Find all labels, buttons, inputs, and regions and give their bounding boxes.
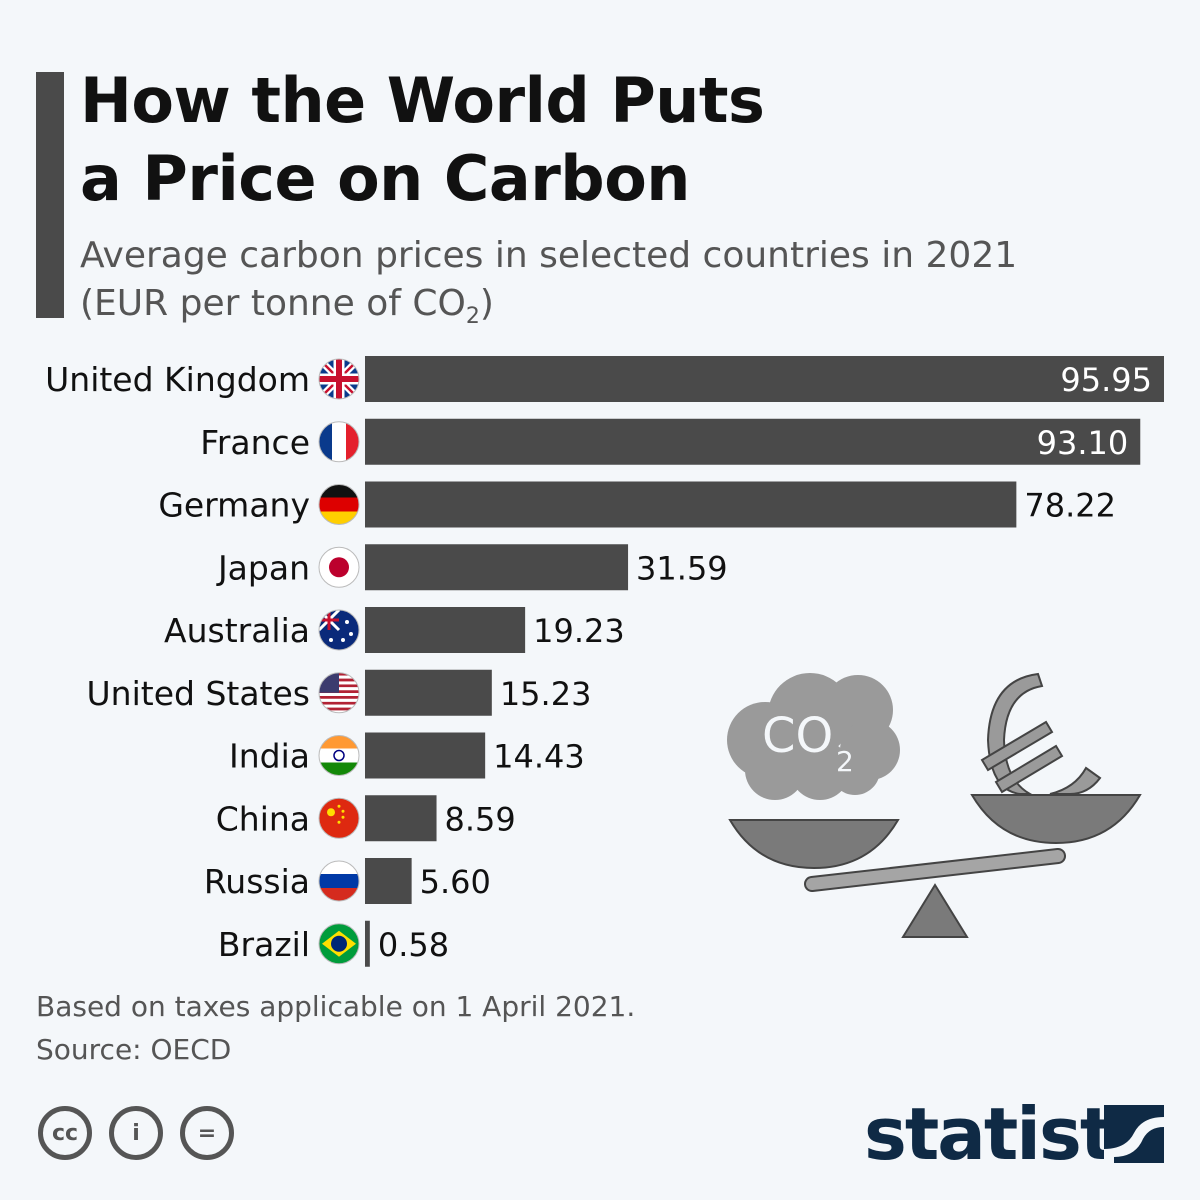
bar bbox=[365, 795, 437, 842]
bar-chart: United Kingdom 95.95 France 93.10 Germany 78.… bbox=[45, 356, 1164, 967]
flag-cn-icon bbox=[319, 798, 359, 839]
value-label: 8.59 bbox=[445, 800, 516, 838]
category-label: Japan bbox=[216, 548, 310, 587]
value-label: 15.23 bbox=[500, 675, 592, 713]
flag-border bbox=[318, 797, 360, 839]
category-label: India bbox=[229, 737, 310, 776]
flag-au-icon bbox=[319, 610, 359, 650]
flag-br-icon bbox=[319, 923, 359, 964]
flag-in-icon bbox=[319, 735, 359, 776]
source: Source: OECD bbox=[36, 1033, 232, 1066]
flag-border bbox=[318, 735, 360, 776]
flag-fr-icon bbox=[319, 421, 359, 462]
flag-uk-icon bbox=[319, 359, 359, 399]
flag-border bbox=[318, 546, 360, 588]
attribution-icon[interactable]: i bbox=[109, 1106, 163, 1160]
statista-logo-mark-icon bbox=[1104, 1105, 1164, 1163]
flag-jp-icon bbox=[319, 547, 359, 588]
category-label: United States bbox=[87, 674, 310, 713]
category-label: Germany bbox=[158, 486, 310, 525]
value-label: 78.22 bbox=[1024, 487, 1116, 525]
subtitle-subscript: 2 bbox=[465, 304, 480, 330]
flag-de-icon bbox=[319, 484, 359, 525]
flag-border bbox=[318, 672, 360, 714]
title-line-1: How the World Puts bbox=[80, 64, 765, 137]
bar bbox=[365, 669, 492, 716]
flag-border bbox=[318, 609, 360, 651]
category-label: China bbox=[216, 799, 310, 838]
value-label: 19.23 bbox=[533, 612, 625, 650]
title-accent-bar bbox=[36, 72, 64, 318]
flag-ru-icon bbox=[319, 861, 359, 901]
bar bbox=[365, 920, 370, 967]
cloud-icon bbox=[727, 673, 900, 800]
value-label: 31.59 bbox=[636, 549, 728, 587]
flag-border bbox=[318, 484, 360, 525]
cloud-subscript: 2 bbox=[836, 745, 854, 778]
bar bbox=[365, 858, 412, 904]
left-pan-icon bbox=[728, 819, 900, 870]
fulcrum-icon bbox=[901, 883, 969, 938]
value-label: 5.60 bbox=[420, 863, 491, 901]
euro-icon bbox=[980, 672, 1102, 795]
subtitle: Average carbon prices in selected countr… bbox=[80, 232, 1017, 341]
category-label: France bbox=[200, 423, 310, 462]
category-label: Brazil bbox=[218, 925, 310, 964]
cloud-co2-text: CO bbox=[762, 708, 833, 764]
category-label: United Kingdom bbox=[45, 360, 310, 399]
scale-beam-icon bbox=[806, 850, 1064, 890]
bar bbox=[365, 481, 1017, 528]
flag-border bbox=[318, 923, 360, 965]
flag-border bbox=[318, 421, 360, 463]
flag-border bbox=[318, 358, 360, 400]
bar bbox=[365, 544, 629, 591]
bar bbox=[365, 607, 526, 653]
title-line-2: a Price on Carbon bbox=[80, 142, 690, 215]
bar bbox=[365, 732, 486, 779]
flag-border bbox=[318, 860, 360, 902]
category-label: Australia bbox=[164, 611, 310, 650]
co2-scale-illustration: CO 2 bbox=[727, 672, 1142, 938]
subtitle-line-2: (EUR per tonne of CO2) bbox=[80, 280, 1017, 341]
value-label: 0.58 bbox=[378, 926, 449, 964]
subtitle-close: ) bbox=[479, 283, 494, 324]
no-derivatives-icon[interactable]: = bbox=[180, 1106, 234, 1160]
bar bbox=[365, 418, 1141, 465]
page-title: How the World Puts a Price on Carbon bbox=[80, 62, 765, 218]
subtitle-unit: (EUR per tonne of CO bbox=[80, 283, 466, 324]
subtitle-line-1: Average carbon prices in selected countr… bbox=[80, 235, 1018, 276]
cc-license-icon[interactable]: cc bbox=[38, 1106, 92, 1160]
value-label: 93.10 bbox=[1037, 424, 1129, 462]
category-label: Russia bbox=[204, 862, 310, 901]
bar bbox=[365, 356, 1164, 402]
value-label: 95.95 bbox=[1060, 361, 1152, 399]
footnote: Based on taxes applicable on 1 April 202… bbox=[36, 990, 636, 1023]
right-pan-icon bbox=[970, 794, 1142, 845]
value-label: 14.43 bbox=[493, 738, 585, 776]
